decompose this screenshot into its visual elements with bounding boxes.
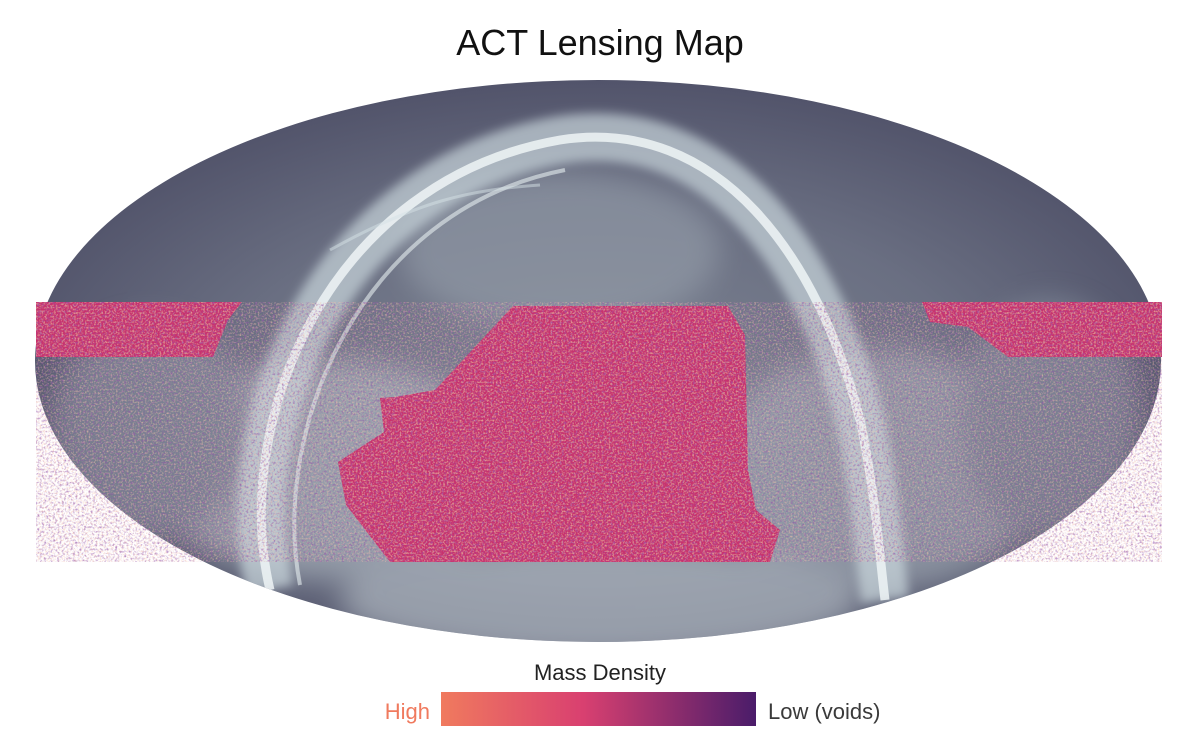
lensing-patch-left (36, 302, 242, 357)
lensing-patch-right (922, 302, 1162, 357)
legend-low-label: Low (voids) (768, 699, 881, 724)
legend-colorbar (441, 692, 756, 726)
map-title: ACT Lensing Map (456, 22, 744, 63)
legend-title: Mass Density (533, 660, 667, 685)
lensing-region (36, 302, 1162, 562)
legend-high-label: High (384, 699, 430, 724)
lensing-patch-center (338, 306, 780, 562)
